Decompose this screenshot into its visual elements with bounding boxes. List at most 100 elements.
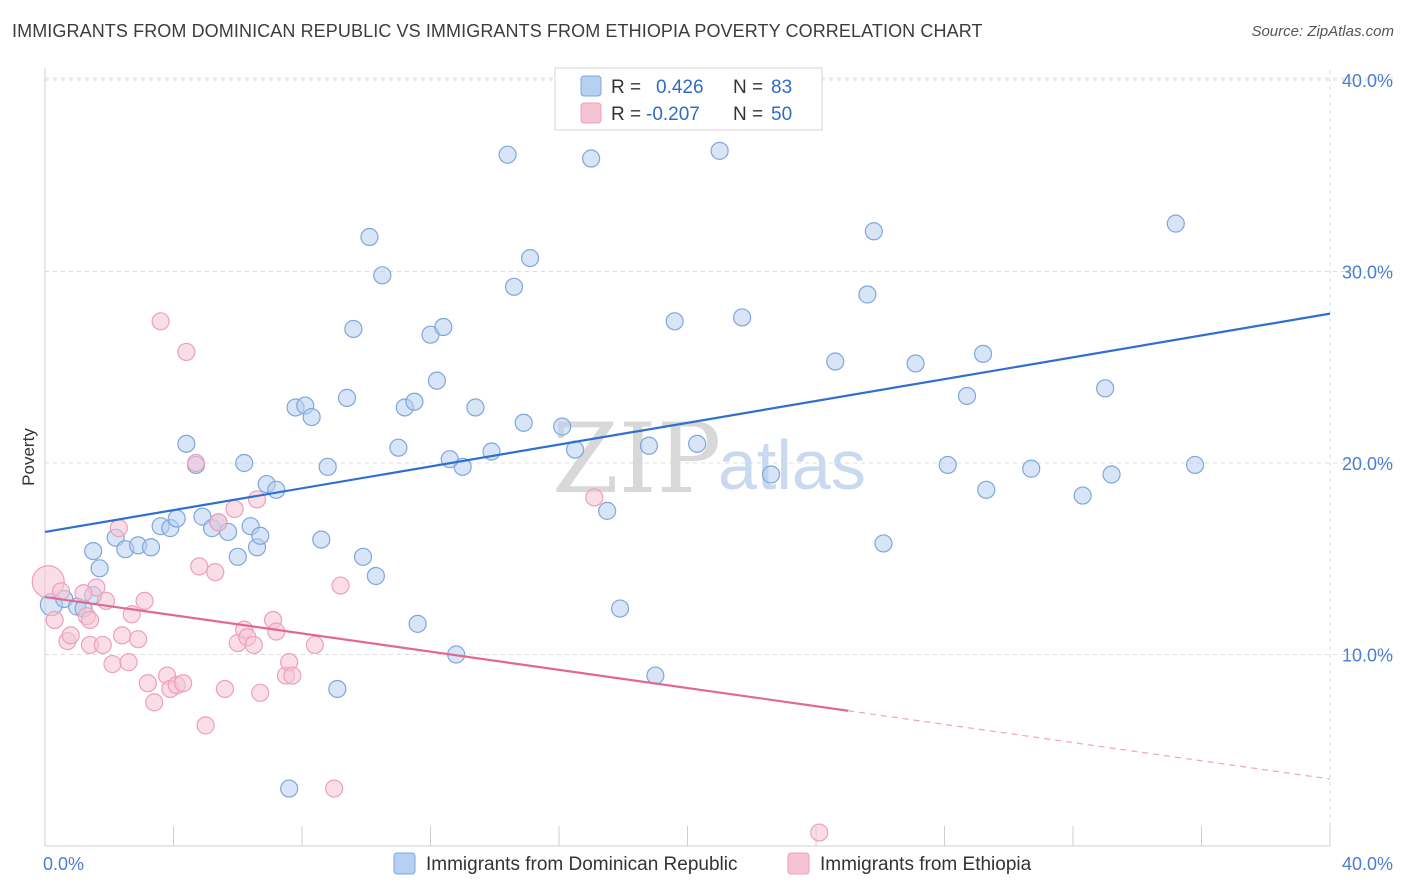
point-dominican xyxy=(427,371,447,390)
point-dominican xyxy=(177,434,196,453)
point-dominican xyxy=(167,509,186,528)
point-dominican xyxy=(389,438,408,457)
point-ethiopia xyxy=(80,610,100,630)
series-layer xyxy=(31,141,1205,842)
point-dominican xyxy=(344,319,363,339)
point-dominican xyxy=(1096,379,1115,398)
point-dominican xyxy=(353,547,373,566)
point-dominican xyxy=(366,566,385,586)
point-dominican xyxy=(598,501,617,520)
point-dominican xyxy=(235,453,254,473)
point-ethiopia xyxy=(810,823,829,842)
stats-n-value-2: 50 xyxy=(771,104,792,125)
trendline-ethiopia xyxy=(44,595,849,712)
watermark-atlas: atlas xyxy=(718,426,866,504)
stats-r-value-2: -0.207 xyxy=(646,104,700,125)
point-dominican xyxy=(973,344,993,363)
point-ethiopia xyxy=(145,693,164,712)
point-dominican xyxy=(957,386,977,406)
point-dominican xyxy=(328,679,347,699)
point-ethiopia xyxy=(186,453,206,473)
point-ethiopia xyxy=(247,490,267,509)
point-ethiopia xyxy=(331,576,350,595)
point-dominican xyxy=(337,388,357,407)
grid-layer xyxy=(45,70,1393,846)
point-dominican xyxy=(90,559,109,578)
point-ethiopia xyxy=(283,666,302,685)
point-ethiopia xyxy=(177,342,196,362)
point-dominican xyxy=(141,538,161,557)
point-dominican xyxy=(434,317,453,337)
axis-layer: 10.0% 20.0% 30.0% 40.0% 0.0% 40.0% xyxy=(43,68,1393,874)
point-dominican xyxy=(405,392,424,411)
stats-legend: R = 0.426 N = 83 R = -0.207 N = 50 xyxy=(554,67,823,131)
stats-r-label-2: R = xyxy=(611,104,641,125)
point-dominican xyxy=(84,541,103,561)
point-dominican xyxy=(639,436,659,455)
point-ethiopia xyxy=(51,582,71,601)
stats-r-value-1: 0.426 xyxy=(656,77,704,98)
point-ethiopia xyxy=(585,488,604,507)
x-tick-label-max: 40.0% xyxy=(1342,854,1393,874)
point-dominican xyxy=(938,455,957,475)
y-axis-title: Poverty xyxy=(19,428,38,486)
series-legend-label-1: Immigrants from Dominican Republic xyxy=(426,854,738,875)
stats-n-value-1: 83 xyxy=(771,77,792,98)
point-dominican xyxy=(1185,455,1205,475)
point-dominican xyxy=(373,266,392,285)
point-dominican xyxy=(360,227,379,247)
point-dominican xyxy=(280,779,299,798)
point-ethiopia xyxy=(325,779,344,798)
y-tick-label: 30.0% xyxy=(1342,263,1393,283)
point-dominican xyxy=(874,534,893,553)
y-tick-label: 10.0% xyxy=(1342,646,1393,666)
point-ethiopia xyxy=(119,653,138,672)
point-dominican xyxy=(228,547,247,566)
point-ethiopia xyxy=(190,557,209,576)
point-dominican xyxy=(251,526,270,545)
point-ethiopia xyxy=(251,683,270,702)
point-dominican xyxy=(1102,465,1121,484)
chart-title: IMMIGRANTS FROM DOMINICAN REPUBLIC VS IM… xyxy=(12,21,983,41)
point-ethiopia xyxy=(112,626,132,645)
series-legend-swatch-blue xyxy=(393,852,416,875)
x-tick-label-min: 0.0% xyxy=(43,854,84,874)
point-ethiopia xyxy=(206,563,225,582)
point-ethiopia xyxy=(151,312,170,331)
point-dominican xyxy=(466,398,485,417)
point-dominican xyxy=(302,407,321,427)
point-ethiopia xyxy=(109,519,128,538)
point-dominican xyxy=(504,277,524,296)
watermark-zip: ZIP xyxy=(552,403,721,515)
point-ethiopia xyxy=(103,654,122,674)
stats-r-label-1: R = xyxy=(611,77,641,98)
watermark: ZIP atlas xyxy=(552,403,866,515)
point-dominican xyxy=(710,141,729,160)
point-dominican xyxy=(514,413,533,432)
point-ethiopia xyxy=(196,716,215,735)
point-ethiopia xyxy=(74,584,93,603)
point-dominican xyxy=(408,614,427,633)
point-dominican xyxy=(665,312,684,331)
point-dominican xyxy=(906,354,925,373)
stats-n-label-1: N = xyxy=(733,77,763,98)
point-ethiopia xyxy=(61,626,80,645)
point-dominican xyxy=(312,530,331,549)
y-tick-label: 20.0% xyxy=(1342,454,1393,474)
point-dominican xyxy=(864,222,883,241)
point-dominican xyxy=(318,457,337,476)
point-dominican xyxy=(610,599,630,618)
point-dominican xyxy=(688,434,707,453)
point-dominican xyxy=(977,480,996,499)
point-ethiopia xyxy=(93,635,112,655)
point-dominican xyxy=(582,149,601,168)
source-label: Source: ZipAtlas.com xyxy=(1251,23,1394,40)
trendline-dashed-ethiopia xyxy=(848,710,1331,780)
trend-layer xyxy=(44,312,1331,780)
point-ethiopia xyxy=(305,635,324,655)
point-dominican xyxy=(267,480,286,499)
point-dominican xyxy=(826,352,845,371)
series-ethiopia xyxy=(31,312,829,842)
point-ethiopia xyxy=(225,499,244,519)
